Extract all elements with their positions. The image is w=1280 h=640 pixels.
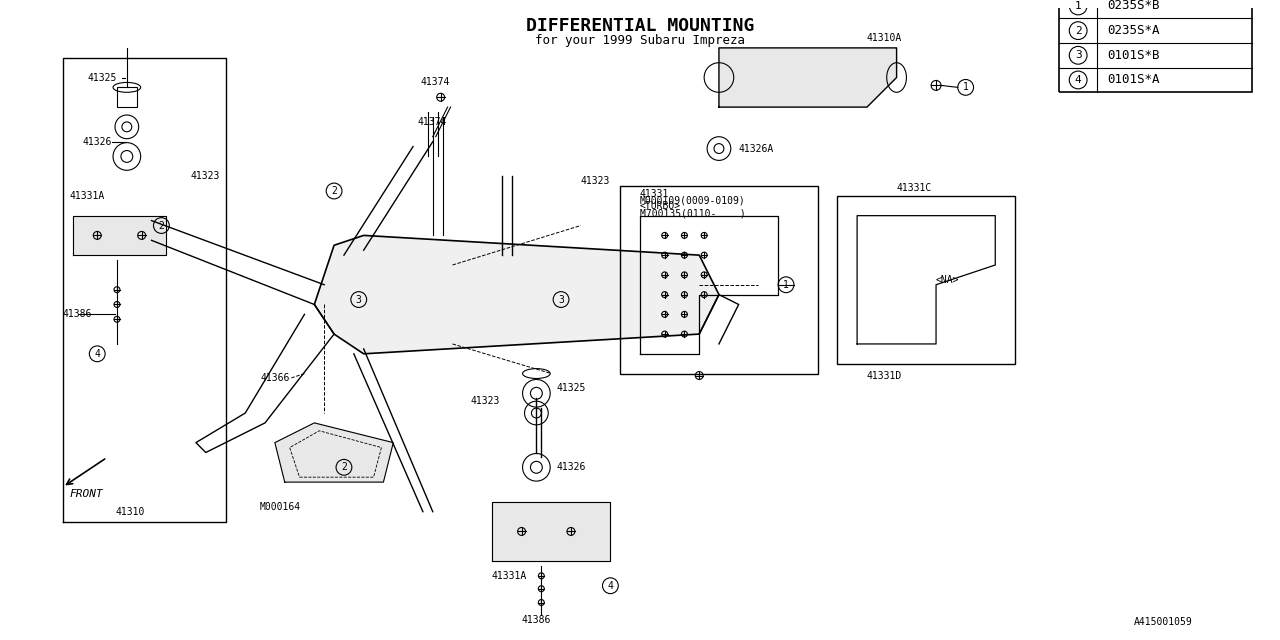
Text: 3: 3 <box>356 294 362 305</box>
Text: 41386: 41386 <box>521 615 550 625</box>
Bar <box>1060 0 1252 92</box>
Text: <TURBO>: <TURBO> <box>640 201 681 211</box>
Text: 4: 4 <box>1075 75 1082 85</box>
Text: 0101S*B: 0101S*B <box>1107 49 1160 62</box>
Text: 2: 2 <box>1075 26 1082 36</box>
Text: FRONT: FRONT <box>69 489 104 499</box>
Polygon shape <box>492 502 611 561</box>
Text: 0101S*A: 0101S*A <box>1107 74 1160 86</box>
Text: 41323: 41323 <box>581 176 611 186</box>
Text: 41331C: 41331C <box>896 183 932 193</box>
Text: <NA>: <NA> <box>936 275 960 285</box>
Text: 41374: 41374 <box>419 117 447 127</box>
Text: 41386: 41386 <box>63 309 92 319</box>
Bar <box>116 88 137 107</box>
Text: 0235S*B: 0235S*B <box>1107 0 1160 12</box>
Text: 3: 3 <box>558 294 564 305</box>
Text: 2: 2 <box>332 186 337 196</box>
Text: 41310: 41310 <box>115 507 145 516</box>
Polygon shape <box>315 236 719 354</box>
Text: DIFFERENTIAL MOUNTING: DIFFERENTIAL MOUNTING <box>526 17 754 35</box>
Text: 41323: 41323 <box>191 171 220 181</box>
Text: A415001059: A415001059 <box>1133 617 1192 627</box>
Text: 1: 1 <box>783 280 788 290</box>
Text: 41331A: 41331A <box>69 191 105 201</box>
Text: M000164: M000164 <box>260 502 301 512</box>
Text: M000109(0009-0109): M000109(0009-0109) <box>640 196 746 206</box>
Text: 2: 2 <box>340 462 347 472</box>
Text: 41374: 41374 <box>421 77 451 88</box>
Polygon shape <box>73 216 166 255</box>
Bar <box>621 186 818 374</box>
Text: 2: 2 <box>159 221 164 230</box>
Text: 41366: 41366 <box>260 374 289 383</box>
Text: 41323: 41323 <box>470 396 499 406</box>
Text: 41331D: 41331D <box>867 371 902 381</box>
Text: 4: 4 <box>95 349 100 359</box>
Polygon shape <box>719 48 896 107</box>
Text: 0235S*A: 0235S*A <box>1107 24 1160 37</box>
Text: 41310A: 41310A <box>867 33 902 43</box>
Text: 41325: 41325 <box>556 383 585 394</box>
Text: 1: 1 <box>1075 1 1082 11</box>
Text: 41326: 41326 <box>82 137 111 147</box>
Text: 41326: 41326 <box>556 462 585 472</box>
Text: 1: 1 <box>963 83 969 92</box>
Text: 41331: 41331 <box>640 189 669 199</box>
Bar <box>837 196 1015 364</box>
Text: for your 1999 Subaru Impreza: for your 1999 Subaru Impreza <box>535 35 745 47</box>
Polygon shape <box>275 423 393 482</box>
Text: 41326A: 41326A <box>739 143 774 154</box>
Text: M700135(0110-    ): M700135(0110- ) <box>640 209 746 219</box>
Text: 41331A: 41331A <box>492 571 527 581</box>
Text: 4: 4 <box>608 580 613 591</box>
Text: 3: 3 <box>1075 51 1082 60</box>
Text: 41325: 41325 <box>87 72 116 83</box>
